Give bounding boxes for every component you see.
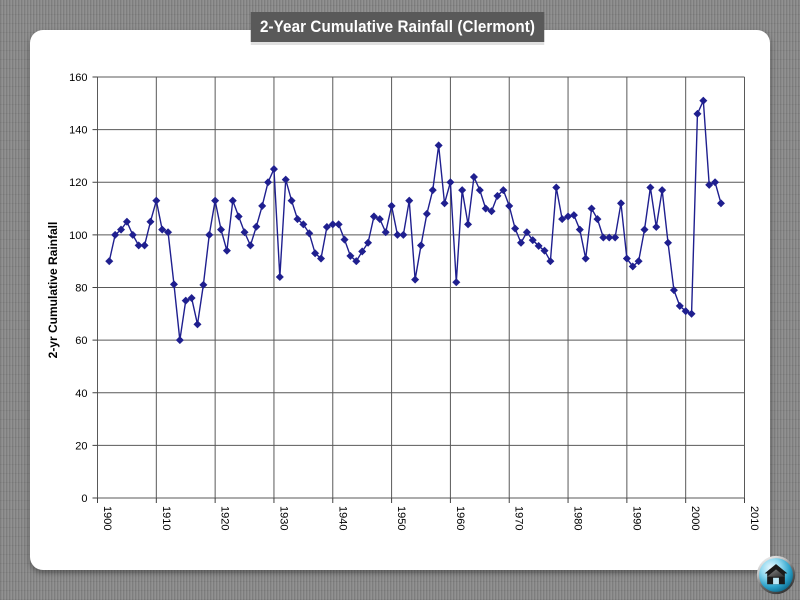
svg-text:1930: 1930 xyxy=(278,506,290,530)
svg-text:1990: 1990 xyxy=(630,506,642,530)
svg-text:120: 120 xyxy=(69,177,87,189)
svg-text:160: 160 xyxy=(69,72,87,84)
svg-text:60: 60 xyxy=(75,335,87,347)
svg-text:1960: 1960 xyxy=(454,506,466,530)
svg-text:1950: 1950 xyxy=(395,506,407,530)
svg-text:1920: 1920 xyxy=(219,506,231,530)
svg-text:80: 80 xyxy=(75,283,87,295)
svg-text:20: 20 xyxy=(75,440,87,452)
svg-text:1900: 1900 xyxy=(101,506,113,530)
svg-text:2000: 2000 xyxy=(689,506,701,530)
svg-text:100: 100 xyxy=(69,230,87,242)
svg-text:1980: 1980 xyxy=(572,506,584,530)
svg-text:2010: 2010 xyxy=(748,506,760,530)
svg-text:1940: 1940 xyxy=(336,506,348,530)
svg-text:140: 140 xyxy=(69,125,87,137)
svg-text:1970: 1970 xyxy=(513,506,525,530)
svg-text:0: 0 xyxy=(81,493,87,505)
svg-text:40: 40 xyxy=(75,388,87,400)
svg-text:1910: 1910 xyxy=(160,506,172,530)
